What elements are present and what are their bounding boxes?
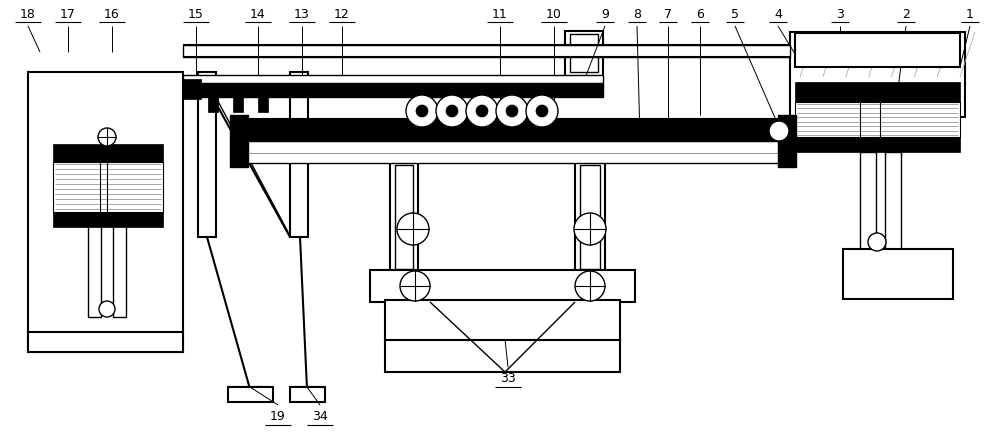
Circle shape xyxy=(406,95,438,127)
Circle shape xyxy=(98,128,116,146)
Bar xyxy=(393,139,415,157)
Circle shape xyxy=(476,105,488,117)
Circle shape xyxy=(574,213,606,245)
Bar xyxy=(88,225,101,317)
Bar xyxy=(390,162,418,272)
Bar xyxy=(843,249,953,299)
Bar xyxy=(370,270,635,302)
Bar xyxy=(290,72,308,237)
Text: 14: 14 xyxy=(250,8,266,21)
Bar xyxy=(385,300,620,342)
Circle shape xyxy=(466,95,498,127)
Text: 13: 13 xyxy=(294,8,310,21)
Bar xyxy=(570,34,598,72)
Bar xyxy=(28,332,183,352)
Bar xyxy=(795,33,960,67)
Text: 3: 3 xyxy=(836,8,844,21)
Bar xyxy=(860,152,876,252)
Text: 33: 33 xyxy=(500,372,516,385)
Text: 10: 10 xyxy=(546,8,562,21)
Bar xyxy=(565,31,603,89)
Bar xyxy=(208,95,218,112)
Bar xyxy=(228,387,273,402)
Circle shape xyxy=(397,213,429,245)
Text: 18: 18 xyxy=(20,8,36,21)
Bar xyxy=(230,115,248,167)
Bar xyxy=(575,162,605,272)
Bar xyxy=(395,165,413,269)
Bar xyxy=(53,212,163,227)
Circle shape xyxy=(769,121,789,141)
Bar xyxy=(258,95,268,112)
Text: 5: 5 xyxy=(731,8,739,21)
Text: 6: 6 xyxy=(696,8,704,21)
Circle shape xyxy=(526,95,558,127)
Bar xyxy=(778,115,796,167)
Circle shape xyxy=(416,105,428,117)
Bar xyxy=(885,152,901,252)
Bar xyxy=(790,32,965,117)
Bar xyxy=(795,137,960,152)
Bar xyxy=(53,162,163,212)
Bar xyxy=(183,75,603,83)
Bar xyxy=(238,141,793,163)
Circle shape xyxy=(506,105,518,117)
Text: 17: 17 xyxy=(60,8,76,21)
Bar xyxy=(53,144,163,162)
Bar xyxy=(28,72,183,352)
Bar xyxy=(198,72,216,237)
Bar xyxy=(580,165,600,269)
Bar xyxy=(233,95,243,112)
Circle shape xyxy=(575,271,605,301)
Bar xyxy=(385,340,620,372)
Text: 4: 4 xyxy=(774,8,782,21)
Bar xyxy=(238,119,793,141)
Circle shape xyxy=(536,105,548,117)
Bar xyxy=(183,83,603,97)
Text: 8: 8 xyxy=(633,8,641,21)
Text: 34: 34 xyxy=(312,410,328,423)
Text: 15: 15 xyxy=(188,8,204,21)
Text: 2: 2 xyxy=(902,8,910,21)
Text: 16: 16 xyxy=(104,8,120,21)
Text: 1: 1 xyxy=(966,8,974,21)
Text: 7: 7 xyxy=(664,8,672,21)
Text: 9: 9 xyxy=(601,8,609,21)
Bar xyxy=(290,387,325,402)
Bar xyxy=(113,225,126,317)
Circle shape xyxy=(99,301,115,317)
Circle shape xyxy=(446,105,458,117)
Circle shape xyxy=(868,233,886,251)
Bar xyxy=(795,82,960,102)
Circle shape xyxy=(496,95,528,127)
Bar xyxy=(810,38,890,62)
Bar xyxy=(183,45,790,57)
Circle shape xyxy=(436,95,468,127)
Text: 11: 11 xyxy=(492,8,508,21)
Circle shape xyxy=(400,271,430,301)
Text: 19: 19 xyxy=(270,410,286,423)
Text: 12: 12 xyxy=(334,8,350,21)
Bar xyxy=(795,102,960,137)
Bar xyxy=(183,79,201,99)
